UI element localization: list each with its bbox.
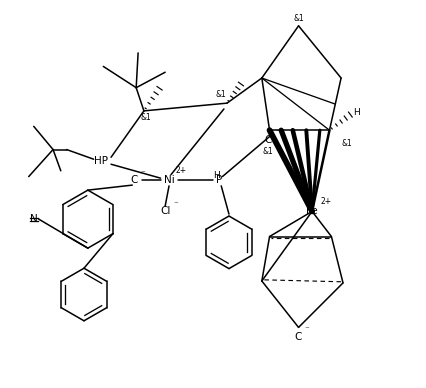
Text: C: C <box>263 135 271 145</box>
Text: &1: &1 <box>262 147 272 156</box>
Text: HP: HP <box>94 156 108 166</box>
Text: Cl: Cl <box>160 206 170 217</box>
Text: Ni: Ni <box>163 175 174 185</box>
Text: 2+: 2+ <box>320 197 331 206</box>
Text: ⁻: ⁻ <box>140 169 145 178</box>
Text: C: C <box>294 332 301 342</box>
Text: H: H <box>352 108 359 117</box>
Text: &1: &1 <box>140 113 151 122</box>
Text: ⁻: ⁻ <box>274 128 279 137</box>
Text: &1: &1 <box>293 14 304 23</box>
Text: C: C <box>130 175 138 185</box>
Text: ⁻: ⁻ <box>304 326 309 334</box>
Text: P: P <box>216 175 222 185</box>
Text: Fe: Fe <box>305 206 317 217</box>
Text: 2+: 2+ <box>176 166 187 175</box>
Text: N: N <box>30 214 37 224</box>
Text: ⁻: ⁻ <box>173 200 178 209</box>
Text: &1: &1 <box>216 90 226 99</box>
Text: H: H <box>212 171 219 180</box>
Text: &1: &1 <box>341 139 351 148</box>
